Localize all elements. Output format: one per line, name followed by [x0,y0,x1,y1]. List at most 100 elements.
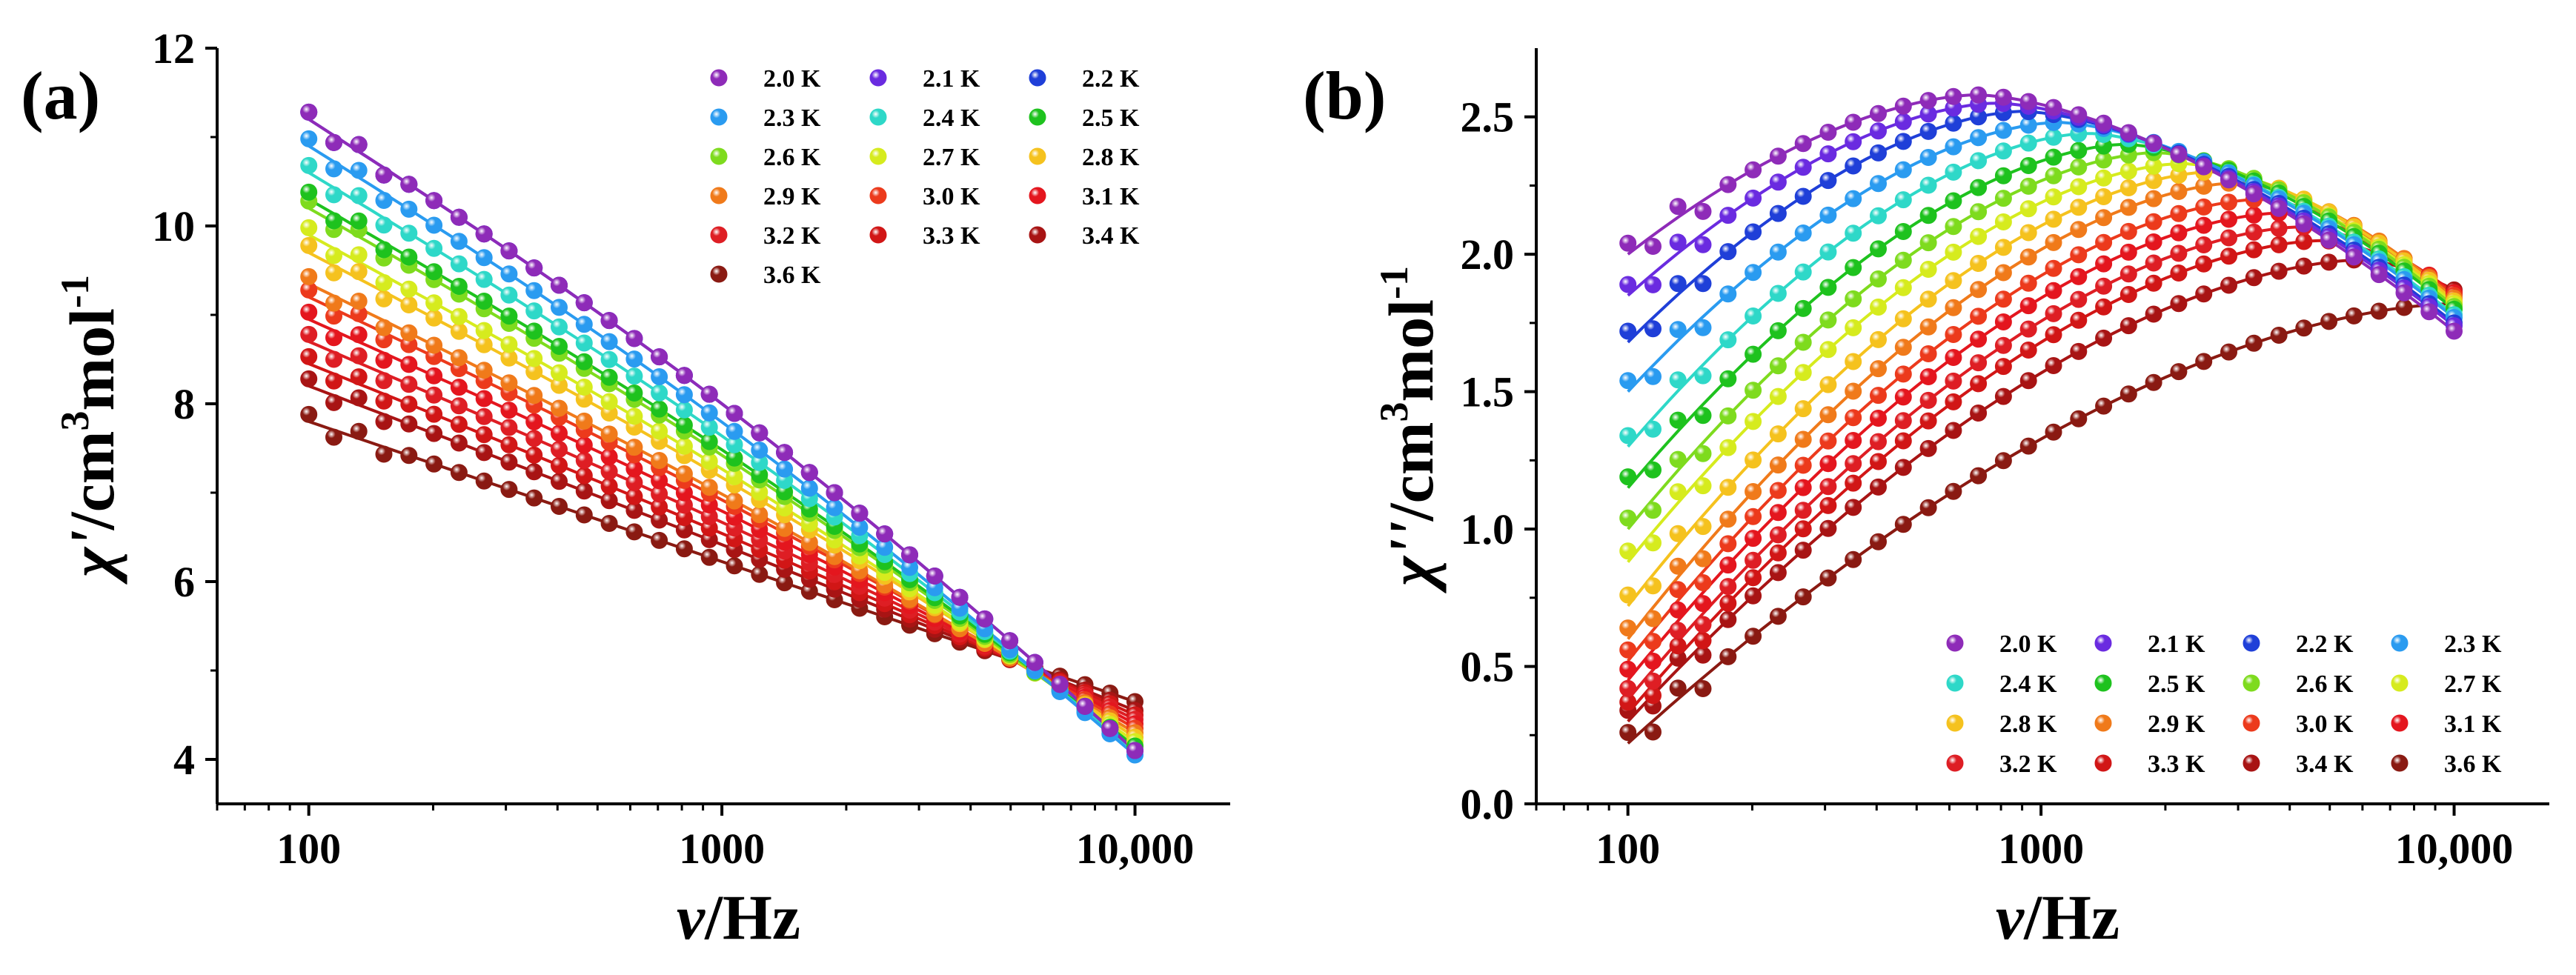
data-point [1694,319,1712,336]
data-point [1894,432,1912,450]
data-point [1794,135,1812,153]
legend-label: 2.0 K [1999,630,2057,658]
y-axis-title: χ''/cm3mol-1 [1372,266,1447,593]
data-point [1719,407,1737,425]
data-point [2095,329,2113,347]
y-axis-unit: /cm [56,430,127,530]
data-point [1126,742,1143,759]
data-point [1819,519,1837,537]
data-point [2070,342,2088,360]
legend-label: 2.4 K [923,104,980,132]
data-point [1719,370,1737,387]
data-point [425,386,443,404]
data-point [500,453,518,471]
data-point [2045,357,2062,374]
data-point [1894,412,1912,430]
data-point [776,460,794,478]
data-point [2095,277,2113,295]
x-tick-label: 100 [276,825,341,873]
data-point [2045,99,2062,116]
fit-line [308,198,1136,748]
fit-line [308,282,1136,734]
data-point [1845,550,1862,568]
data-point [1845,157,1862,175]
data-point [2045,326,2062,344]
data-point [1994,190,2012,207]
data-point [375,192,393,209]
data-point [2019,320,2037,338]
data-point [2119,243,2137,261]
x-tick-label: 1000 [1998,825,2084,873]
data-point [1819,406,1837,424]
legend-label: 3.2 K [763,222,821,250]
data-point [1870,104,1887,122]
data-point [1745,307,1762,325]
data-point [1945,393,1962,410]
data-point [375,372,393,390]
data-point [575,436,593,454]
data-point [1794,456,1812,474]
data-point [1970,227,1988,245]
data-point [1919,122,1937,140]
data-point [425,309,443,327]
data-point [1694,595,1712,613]
data-point [575,451,593,469]
data-point [2070,158,2088,176]
data-point [350,187,368,204]
data-point [400,376,418,393]
data-point [1644,577,1662,595]
data-point [2195,236,2213,253]
fit-line [1627,170,2455,608]
data-point [2245,334,2263,352]
data-point [1919,368,1937,385]
data-point [1919,261,1937,278]
data-point [751,565,769,583]
data-point [2019,297,2037,315]
data-point [625,367,643,385]
data-point [700,404,718,422]
data-point [300,130,318,147]
data-point [325,294,342,312]
data-point [1994,239,2012,256]
data-point [2119,124,2137,142]
data-point [1769,147,1787,165]
y-tick-label: 12 [152,24,195,73]
data-point [2119,385,2137,403]
data-point [1945,163,1962,181]
data-point [575,353,593,370]
data-point [1845,113,1862,131]
data-point [400,248,418,266]
data-point [1894,388,1912,406]
data-point [625,523,643,541]
data-point [500,481,518,499]
data-point [400,200,418,218]
data-point [2145,233,2162,250]
data-point [2095,209,2113,227]
data-point [1870,410,1887,427]
data-point [700,453,718,470]
data-point [500,419,518,436]
data-point [425,425,443,442]
data-point [826,499,843,516]
data-point [1845,133,1862,150]
data-point [625,385,643,402]
data-point [1619,427,1637,445]
data-point [2170,224,2188,242]
x-axis-unit: /Hz [704,882,800,953]
data-point [300,347,318,365]
data-point [475,390,493,407]
legend-label: 2.2 K [1082,65,1140,93]
data-point [2345,248,2363,266]
data-point [350,263,368,281]
data-point [425,336,443,354]
data-point [2295,257,2313,275]
legend-label: 2.2 K [2296,630,2354,658]
data-point [625,330,643,347]
data-point [1794,263,1812,281]
data-point [450,379,468,396]
data-point [1719,578,1737,596]
legend-marker [1029,226,1046,244]
data-point [901,546,918,564]
data-point [350,422,368,440]
data-point [1970,281,1988,299]
